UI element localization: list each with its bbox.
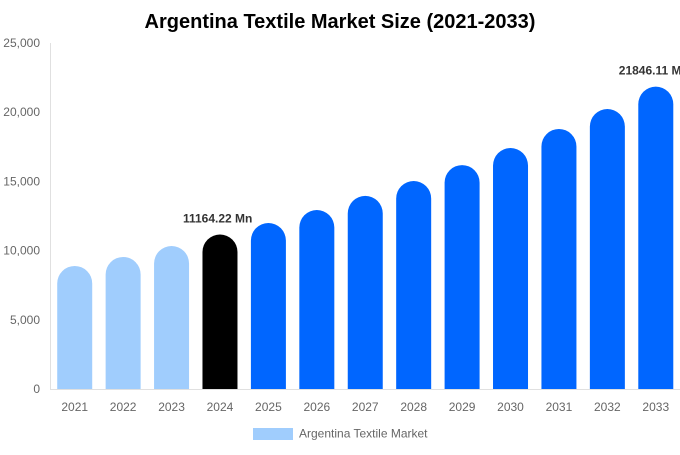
x-tick-label: 2029 — [449, 400, 476, 414]
x-tick-label: 2023 — [158, 400, 185, 414]
data-label: 21846.11 Mn — [619, 64, 680, 78]
x-tick-label: 2027 — [352, 400, 379, 414]
legend-swatch — [253, 428, 293, 440]
x-tick-label: 2031 — [546, 400, 573, 414]
y-tick-label: 5,000 — [10, 313, 40, 327]
y-tick-label: 0 — [33, 382, 40, 396]
y-tick-label: 25,000 — [3, 36, 40, 50]
y-tick-label: 20,000 — [3, 105, 40, 119]
x-tick-label: 2033 — [642, 400, 669, 414]
x-tick-label: 2032 — [594, 400, 621, 414]
x-tick-label: 2030 — [497, 400, 524, 414]
x-tick-label: 2022 — [110, 400, 137, 414]
chart-title: Argentina Textile Market Size (2021-2033… — [145, 11, 536, 33]
y-tick-label: 10,000 — [3, 244, 40, 258]
bar-2030[interactable] — [493, 148, 529, 389]
legend-label: Argentina Textile Market — [299, 427, 428, 441]
x-tick-label: 2024 — [207, 400, 234, 414]
x-tick-label: 2021 — [61, 400, 88, 414]
legend[interactable]: Argentina Textile Market — [253, 427, 428, 441]
bar-2023[interactable] — [154, 246, 190, 389]
bar-2027[interactable] — [347, 195, 383, 389]
bar-2024[interactable] — [202, 234, 238, 389]
x-tick-label: 2026 — [303, 400, 330, 414]
bar-2028[interactable] — [396, 180, 432, 389]
bar-2022[interactable] — [105, 256, 141, 389]
bar-2031[interactable] — [541, 128, 577, 389]
x-tick-label: 2025 — [255, 400, 282, 414]
y-tick-label: 15,000 — [3, 174, 40, 188]
bar-2029[interactable] — [444, 165, 480, 389]
bar-2025[interactable] — [250, 223, 286, 389]
x-tick-label: 2028 — [400, 400, 427, 414]
bar-2026[interactable] — [299, 210, 335, 389]
bar-2032[interactable] — [589, 109, 625, 390]
bar-2021[interactable] — [57, 265, 93, 389]
bar-2033[interactable] — [638, 86, 674, 389]
data-label: 11164.22 Mn — [183, 211, 252, 225]
